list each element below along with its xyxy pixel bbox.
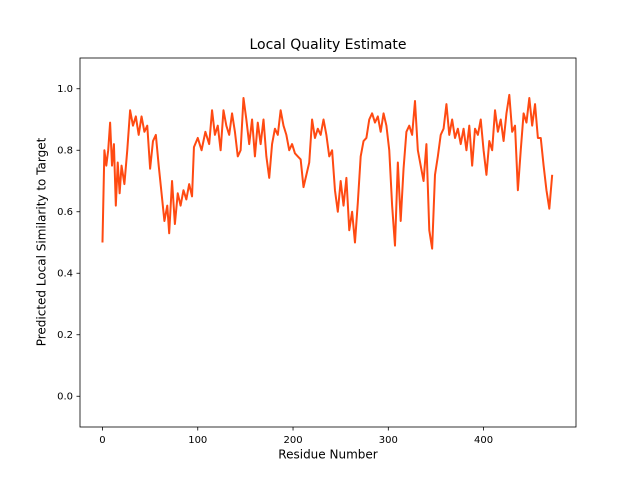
x-tick-label: 100 [188, 435, 207, 446]
y-axis-label: Predicted Local Similarity to Target [35, 137, 49, 346]
data-line [101, 93, 554, 250]
x-tick-label: 0 [99, 435, 105, 446]
plot-frame [79, 57, 577, 428]
y-tick-label: 0.4 [57, 268, 73, 279]
y-tick-label: 0.2 [57, 330, 73, 341]
x-tick-label: 300 [379, 435, 398, 446]
y-tick-label: 1.0 [57, 84, 73, 95]
x-tick-label: 400 [474, 435, 493, 446]
y-tick-label: 0.6 [57, 207, 73, 218]
y-tick-label: 0.0 [57, 391, 73, 402]
y-tick-label: 0.8 [57, 145, 73, 156]
chart-title: Local Quality Estimate [249, 37, 406, 53]
x-axis-label: Residue Number [278, 448, 377, 462]
x-tick-label: 200 [283, 435, 302, 446]
